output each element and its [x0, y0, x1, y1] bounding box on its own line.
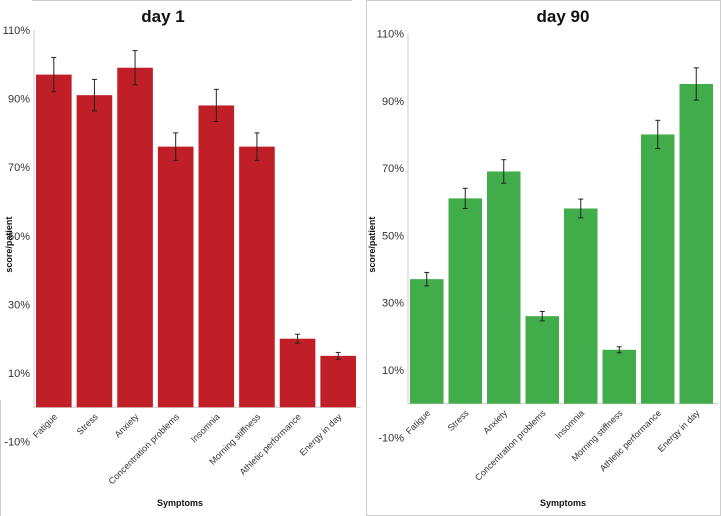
- error-bar: [424, 271, 430, 287]
- y-tick-label: -10%: [378, 432, 404, 444]
- x-tick-label: Fatigue: [31, 412, 59, 440]
- error-bar: [578, 198, 584, 219]
- chart-day-90: day 90 -10% 10% 30% 50% 70% 90% 110% score/patie…: [367, 7, 718, 508]
- error-bar: [91, 78, 97, 112]
- y-axis-title: score/patient: [367, 217, 377, 273]
- x-tick-label: Fatigue: [404, 408, 432, 436]
- y-tick-label: -10%: [4, 437, 30, 449]
- chart-title: day 90: [537, 7, 590, 26]
- y-tick-label: 10%: [382, 365, 404, 377]
- x-tick-label: Insomnia: [553, 408, 586, 441]
- bar-energy-in-day: [679, 83, 713, 404]
- error-bar: [295, 333, 301, 344]
- bar-anxiety: [487, 171, 521, 404]
- bar-fatigue: [410, 279, 444, 404]
- y-tick-label: 50%: [8, 231, 30, 243]
- error-bar: [132, 50, 138, 86]
- error-bar: [539, 310, 545, 322]
- y-tick-label: 110%: [3, 25, 31, 37]
- error-bar: [51, 56, 57, 93]
- y-tick-label: 10%: [8, 368, 30, 380]
- error-bar: [501, 159, 507, 184]
- y-tick-label: 90%: [8, 94, 30, 106]
- x-tick-label: Concentration problems: [106, 411, 181, 486]
- error-bar: [462, 187, 468, 209]
- x-tick-label: Anxiety: [113, 411, 141, 439]
- bar-concentration-problems: [525, 316, 559, 404]
- x-tick-label: Anxiety: [481, 408, 509, 436]
- bar-athletic-performance: [641, 134, 675, 404]
- error-bar: [213, 88, 219, 123]
- bar-concentration-problems: [157, 146, 194, 408]
- x-tick-label: Energy in day: [298, 411, 344, 457]
- x-tick-label: Stress: [446, 408, 471, 433]
- bar-energy-in-day: [320, 355, 356, 408]
- x-axis-title: Symptoms: [540, 498, 586, 508]
- x-axis-title: Symptoms: [157, 498, 203, 508]
- y-axis-title: score/patient: [4, 217, 14, 273]
- y-tick-label: 70%: [382, 163, 404, 175]
- error-bar: [335, 351, 341, 360]
- y-tick-label: 70%: [8, 162, 30, 174]
- error-bar: [655, 119, 661, 150]
- bar-morning-stiffness: [602, 349, 636, 404]
- error-bar: [173, 132, 179, 161]
- y-tick-label: 50%: [382, 230, 404, 242]
- chart-day-1: day 1 -10% 10% 30% 50% 70% 90% 110% score/patien…: [3, 7, 361, 508]
- error-bar: [693, 67, 699, 101]
- x-tick-label: Stress: [75, 411, 100, 436]
- y-tick-label: 110%: [377, 29, 405, 41]
- y-tick-label: 30%: [8, 299, 30, 311]
- x-tick-label: Insomnia: [189, 412, 222, 445]
- bar-fatigue: [36, 74, 72, 408]
- bar-stress: [76, 95, 113, 408]
- bar-insomnia: [198, 105, 235, 408]
- bar-athletic-performance: [279, 338, 316, 408]
- error-bar: [254, 132, 260, 161]
- bar-stress: [448, 198, 482, 404]
- error-bar: [616, 346, 622, 354]
- y-tick-label: 30%: [382, 298, 404, 310]
- y-tick-label: 90%: [382, 96, 404, 108]
- chart-title: day 1: [141, 7, 184, 26]
- bar-morning-stiffness: [239, 146, 275, 408]
- bar-anxiety: [117, 67, 153, 408]
- bar-insomnia: [564, 208, 598, 404]
- x-tick-label: Concentration problems: [473, 408, 548, 483]
